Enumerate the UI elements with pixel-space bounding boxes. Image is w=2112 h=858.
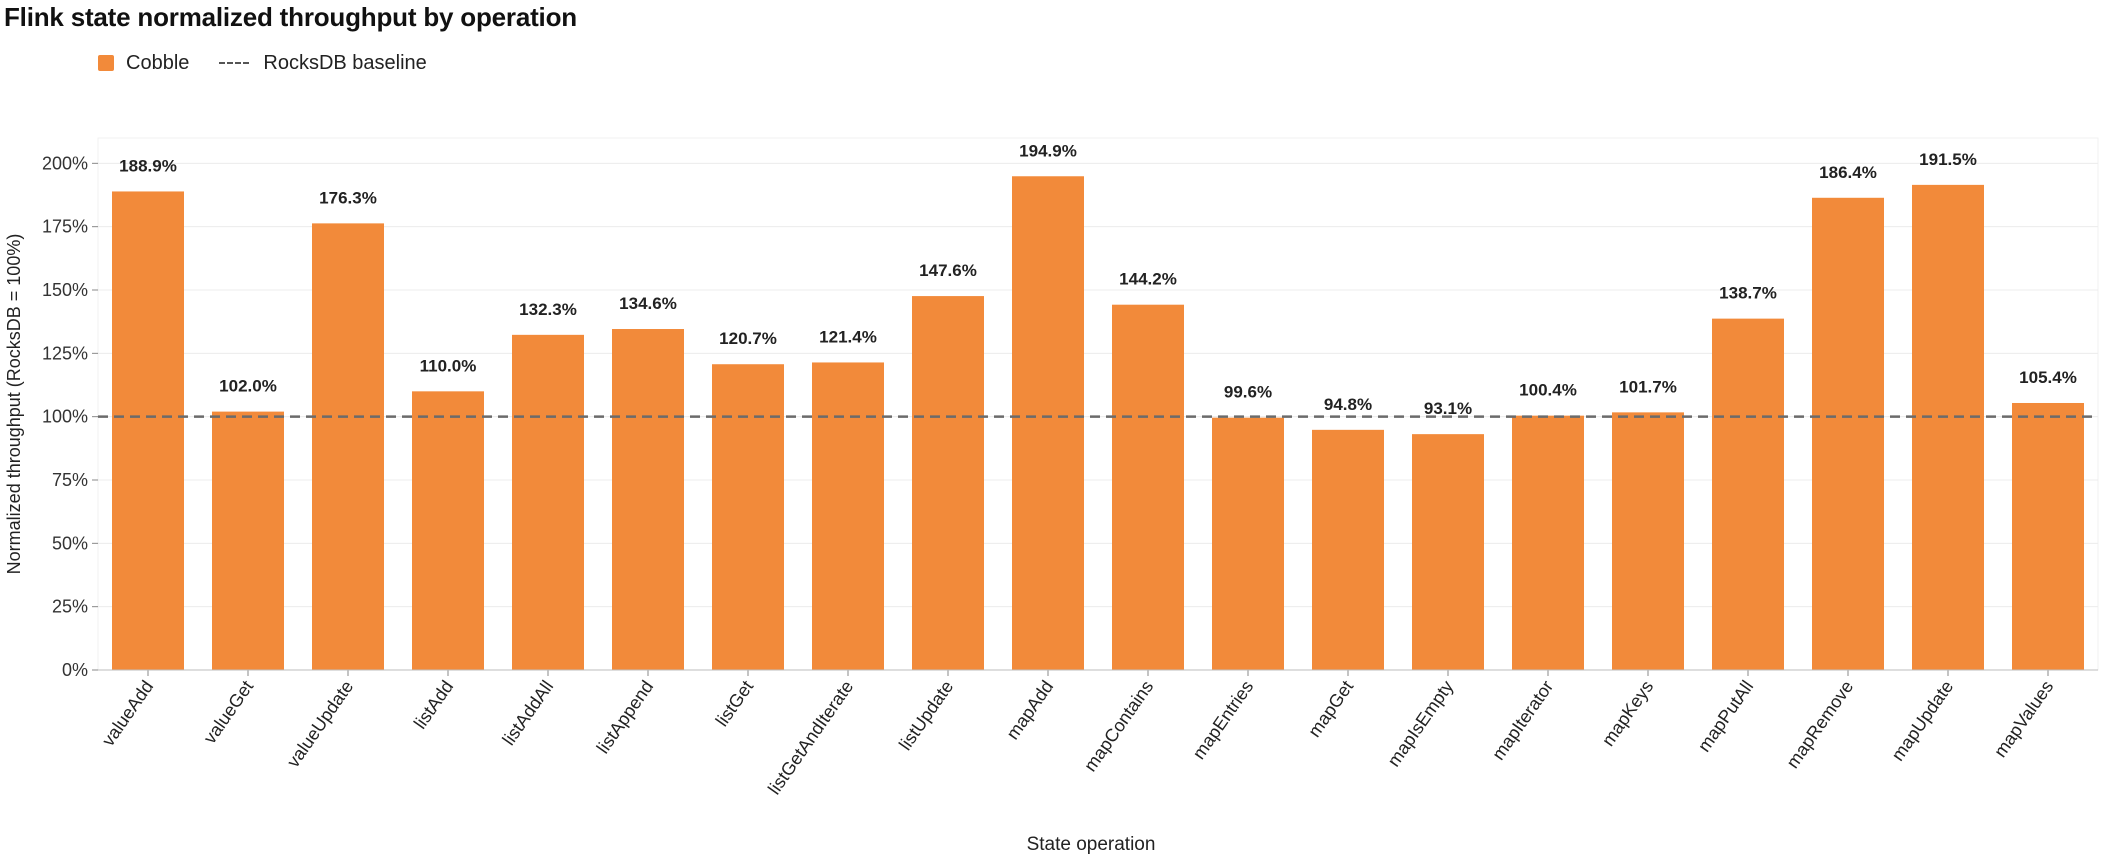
x-tick-label: listGetAndIterate (764, 677, 857, 798)
bar (812, 362, 884, 670)
bar (1312, 429, 1384, 670)
bar-value-label: 101.7% (1619, 377, 1677, 396)
x-tick-label: valueUpdate (283, 677, 357, 771)
y-tick-label: 25% (52, 597, 88, 617)
bar-value-label: 110.0% (420, 356, 477, 375)
bar-value-label: 105.4% (2019, 368, 2077, 387)
bar (512, 334, 584, 670)
bar-value-label: 134.6% (619, 294, 677, 313)
x-tick-label: mapValues (1990, 677, 2057, 761)
y-tick-label: 75% (52, 470, 88, 490)
x-tick-label: mapUpdate (1888, 677, 1958, 765)
bar (1112, 304, 1184, 670)
bar-value-label: 102.0% (219, 377, 277, 396)
legend: Cobble RocksDB baseline (98, 48, 457, 78)
bar-value-label: 138.7% (1719, 284, 1777, 303)
x-tick-label: valueAdd (98, 677, 157, 750)
x-tick-label: mapRemove (1782, 677, 1857, 772)
bar-value-label: 147.6% (919, 261, 977, 280)
y-tick-label: 100% (42, 407, 88, 427)
bar (1612, 412, 1684, 670)
bar (2012, 402, 2084, 670)
bar (1812, 197, 1884, 670)
x-tick-label: mapPutAll (1694, 677, 1757, 756)
bar (1212, 417, 1284, 670)
grid-lines (97, 137, 2099, 671)
bar (1512, 415, 1584, 670)
y-tick-label: 200% (42, 153, 88, 173)
legend-item-baseline[interactable]: RocksDB baseline (219, 51, 427, 75)
x-tick-label: listGet (712, 677, 758, 730)
legend-label-baseline: RocksDB baseline (263, 51, 427, 74)
x-tick-label: listAddAll (498, 677, 557, 749)
bar (612, 329, 684, 670)
bar (112, 191, 184, 670)
x-tick-label: mapAdd (1002, 677, 1057, 743)
x-tick-label: listAdd (410, 677, 457, 733)
legend-item-cobble[interactable]: Cobble (98, 52, 189, 75)
bar-value-label: 100.4% (1519, 381, 1577, 400)
x-tick-label: mapKeys (1598, 677, 1657, 750)
x-tick-label: mapIsEmpty (1384, 677, 1458, 770)
y-tick-label: 50% (52, 533, 88, 553)
x-tick-label: mapEntries (1189, 677, 1258, 763)
bar (1712, 318, 1784, 670)
bar (1912, 184, 1984, 670)
bar-value-label: 94.8% (1324, 395, 1372, 414)
x-axis-ticks: valueAdd valueGet valueUpdate listAdd listAd… (98, 669, 2098, 798)
bar (712, 364, 784, 670)
bar-value-label: 186.4% (1819, 163, 1877, 182)
bars (112, 176, 2084, 670)
legend-dash-baseline (219, 62, 250, 64)
bar-value-label: 120.7% (719, 329, 777, 348)
legend-swatch-cobble (98, 55, 114, 71)
y-axis-title: Normalized throughput (RocksDB = 100%) (4, 234, 24, 575)
x-tick-label: mapIterator (1488, 677, 1557, 764)
x-tick-label: mapContains (1080, 677, 1157, 775)
legend-label-cobble: Cobble (126, 51, 190, 74)
bar-value-label: 132.3% (519, 300, 577, 319)
bar-value-label: 188.9% (119, 156, 177, 175)
bar-value-label: 194.9% (1019, 141, 1077, 160)
y-tick-label: 0% (62, 660, 88, 680)
bar (912, 296, 984, 670)
bar (1412, 434, 1484, 670)
y-tick-label: 175% (42, 217, 88, 237)
bar (1012, 176, 1084, 670)
y-tick-label: 125% (42, 343, 88, 363)
chart-title: Flink state normalized throughput by ope… (4, 2, 577, 32)
bar-value-label: 191.5% (1919, 150, 1977, 169)
bar-value-label: 121.4% (819, 327, 877, 346)
x-tick-label: listAppend (593, 677, 658, 757)
x-axis-title: State operation (1027, 834, 1156, 855)
y-axis-ticks: 0% 25% 50% 75% 100% 125% 150% 175% 200% (42, 153, 98, 680)
bar-value-label: 99.6% (1224, 383, 1272, 402)
bar (212, 411, 284, 670)
bar-value-label: 144.2% (1119, 270, 1177, 289)
x-tick-label: listUpdate (895, 677, 957, 754)
bar (412, 391, 484, 670)
x-tick-label: mapGet (1304, 677, 1357, 741)
x-tick-label: valueGet (200, 677, 258, 747)
y-tick-label: 150% (42, 280, 88, 300)
bar (312, 223, 384, 670)
bar-value-label: 93.1% (1424, 399, 1472, 418)
bar-value-label: 176.3% (319, 188, 377, 207)
bar-value-labels: 188.9% 102.0% 176.3% 110.0% 132.3% 134.6% 120.… (119, 141, 2077, 418)
plot-frame (97, 137, 2099, 671)
